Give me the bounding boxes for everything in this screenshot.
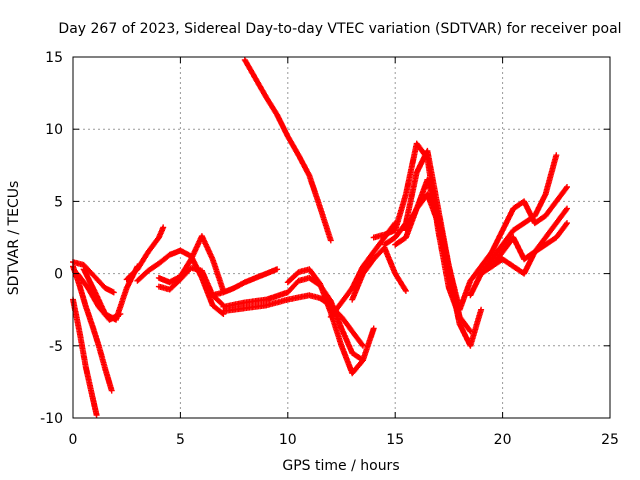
y-tick-label: 15 [45, 50, 63, 66]
y-tick-label: -5 [49, 339, 63, 355]
data-markers [456, 184, 570, 313]
series-arc-21 [456, 184, 570, 313]
series-arc-2 [70, 296, 100, 419]
plot-frame [72, 56, 611, 419]
axis-ticks: 0 5 10 15 20 25 -10 -5 0 5 10 15 [40, 50, 619, 448]
series-arc-14 [241, 56, 334, 244]
data-markers [209, 266, 281, 299]
y-axis-title: SDTVAR / TECUs [6, 181, 22, 296]
x-tick-label: 0 [69, 432, 78, 448]
data-markers [467, 152, 560, 299]
chart-title: Day 267 of 2023, Sidereal Day-to-day VTE… [58, 21, 621, 37]
data-markers [155, 233, 227, 294]
series-arc-7 [134, 247, 227, 317]
y-tick-label: 5 [54, 194, 63, 210]
data-points [70, 56, 570, 419]
data-markers [123, 224, 167, 283]
x-tick-label: 15 [386, 432, 404, 448]
data-markers [155, 264, 227, 309]
series-arc-22 [467, 152, 560, 299]
y-tick-label: -10 [40, 411, 63, 427]
series-arc-9 [155, 264, 227, 309]
series-arc-20 [402, 191, 485, 349]
y-tick-label: 0 [54, 267, 63, 283]
x-axis-title: GPS time / hours [282, 458, 399, 474]
x-tick-label: 5 [176, 432, 185, 448]
data-markers [70, 296, 100, 419]
y-tick-label: 10 [45, 122, 63, 138]
data-markers [284, 266, 377, 377]
data-markers [402, 191, 485, 349]
series-arc-13 [284, 266, 377, 377]
grid [73, 57, 610, 418]
x-tick-label: 25 [601, 432, 619, 448]
data-markers [241, 56, 334, 244]
series-arc-24 [488, 220, 570, 277]
series-arc-10 [209, 266, 281, 299]
x-tick-label: 10 [279, 432, 297, 448]
series-arc-6 [123, 224, 167, 283]
data-markers [488, 220, 570, 277]
series-arc-8 [155, 233, 227, 294]
x-tick-label: 20 [494, 432, 512, 448]
data-markers [134, 247, 227, 317]
